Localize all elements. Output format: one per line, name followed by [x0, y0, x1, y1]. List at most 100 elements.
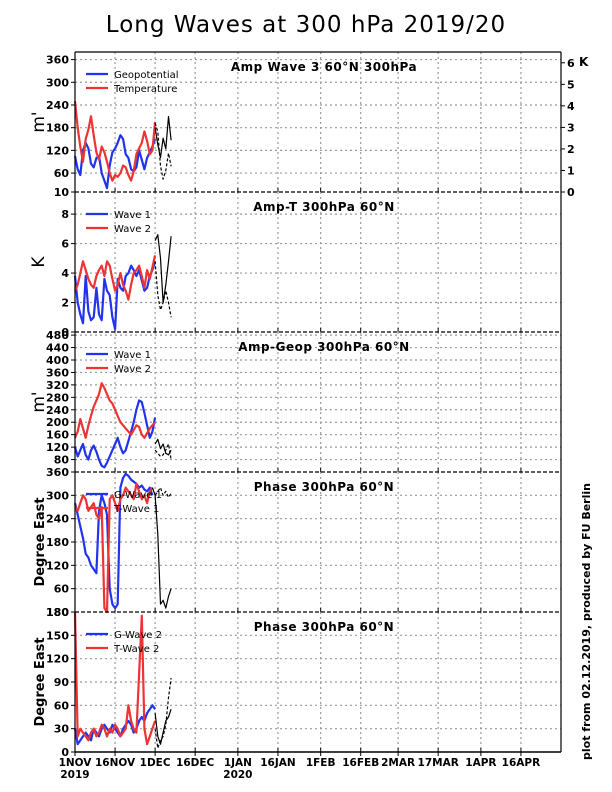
- panel-title: Amp-T 300hPa 60°N: [253, 200, 395, 214]
- y-tick-label: 300: [46, 76, 69, 89]
- y-axis-label: Degree East: [33, 497, 48, 586]
- y-tick-label: 10: [54, 186, 70, 199]
- forecast-solid-line: [151, 487, 172, 609]
- panel-2: 0 2 4 6 8 K Wave 1 Wave 2 Amp-T 300hPa 60°N: [29, 191, 562, 339]
- x-year-label: 2020: [223, 769, 252, 781]
- y-tick-label: 150: [46, 629, 69, 642]
- y-tick-label: 240: [46, 513, 69, 526]
- y-tick-label: 120: [46, 441, 69, 454]
- y-tick-label: 120: [46, 653, 69, 666]
- x-tick-label: 1JAN: [224, 757, 252, 769]
- forecast-dashed-line: [154, 487, 172, 498]
- x-tick-label: 16FEB: [342, 757, 379, 769]
- legend-label: T-Wave 1: [113, 504, 159, 515]
- series-g-wave-1: [73, 472, 154, 610]
- right-y-tick-label: 6: [567, 57, 575, 70]
- forecast-dashed-line: [154, 122, 172, 180]
- y-tick-label: 2: [61, 297, 69, 310]
- y-tick-label: 4: [61, 267, 69, 280]
- legend-label: Geopotential: [114, 70, 179, 81]
- x-tick-label: 1NOV: [59, 757, 93, 769]
- forecast-solid-line: [154, 438, 172, 456]
- x-tick-label: 16APR: [502, 757, 541, 769]
- y-axis-label: Degree East: [33, 637, 48, 726]
- x-tick-label: 17MAR: [418, 757, 459, 769]
- y-tick-label: 240: [46, 404, 69, 417]
- forecast-dashed-line: [154, 443, 172, 460]
- right-y-tick-label: 2: [567, 143, 575, 156]
- y-tick-label: 120: [46, 144, 69, 157]
- y-tick-label: 0: [61, 326, 69, 339]
- legend-label: T-Wave 2: [113, 644, 159, 655]
- x-tick-label: 1APR: [465, 757, 496, 769]
- panel-title: Phase 300hPa 60°N: [254, 620, 394, 634]
- y-tick-label: 360: [46, 54, 69, 67]
- y-tick-label: 180: [46, 606, 69, 619]
- series-t-wave-2: [73, 611, 157, 746]
- x-year-label: 2019: [60, 769, 89, 781]
- y-tick-label: 60: [54, 699, 70, 712]
- right-y-tick-label: 4: [567, 100, 575, 113]
- forecast-solid-line: [154, 115, 172, 159]
- right-y-axis-label: K: [579, 55, 589, 69]
- legend-label: Wave 1: [114, 350, 151, 361]
- panel-1: 10 60 120 180 240 300 360 0 1 2 3 4 5 6 Km' Geopotentia…: [29, 51, 589, 199]
- y-tick-label: 300: [46, 489, 69, 502]
- y-tick-label: 6: [61, 238, 69, 251]
- y-tick-label: 8: [61, 208, 69, 221]
- forecast-solid-line: [154, 709, 172, 745]
- right-y-tick-label: 5: [567, 78, 575, 91]
- y-tick-label: 90: [54, 676, 70, 689]
- x-tick-label: 1FEB: [306, 757, 336, 769]
- x-tick-label: 1DEC: [140, 757, 171, 769]
- legend-label: Wave 2: [114, 224, 151, 235]
- y-tick-label: 60: [54, 583, 70, 596]
- series-wave-2: [73, 255, 157, 301]
- panel-5: 0 30 60 90 120 150 180 Degree East G-Wave 2 T-Wav…: [33, 606, 562, 759]
- y-tick-label: 180: [46, 122, 69, 135]
- y-tick-label: 80: [54, 454, 70, 467]
- right-y-tick-label: 0: [567, 186, 575, 199]
- x-tick-label: 2MAR: [381, 757, 415, 769]
- y-tick-label: 280: [46, 391, 69, 404]
- panel-4: 180 60 120 180 240 300 360 Degree East G-Wave 1 T…: [33, 466, 562, 619]
- y-tick-label: 180: [46, 536, 69, 549]
- right-y-tick-label: 3: [567, 121, 575, 134]
- y-tick-label: 360: [46, 466, 69, 479]
- y-tick-label: 360: [46, 366, 69, 379]
- y-axis-label: m': [29, 391, 49, 412]
- y-tick-label: 440: [46, 342, 69, 355]
- y-tick-label: 120: [46, 559, 69, 572]
- y-tick-label: 480: [46, 329, 69, 342]
- series-t-wave-1: [74, 482, 154, 614]
- chart-main-title: Long Waves at 300 hPa 2019/20: [105, 12, 507, 38]
- y-tick-label: 240: [46, 99, 69, 112]
- y-tick-label: 400: [46, 354, 69, 367]
- panel-title: Amp Wave 3 60°N 300hPa: [231, 60, 417, 74]
- legend-label: Temperature: [113, 84, 177, 95]
- y-tick-label: 0: [61, 746, 69, 759]
- legend-label: G-Wave 2: [114, 630, 162, 641]
- y-axis-label: m': [29, 111, 49, 132]
- x-tick-label: 16NOV: [95, 757, 136, 769]
- y-tick-label: 30: [54, 723, 70, 736]
- x-tick-label: 16JAN: [260, 757, 295, 769]
- series-temperature: [73, 101, 157, 182]
- panel-title: Amp-Geop 300hPa 60°N: [238, 340, 409, 354]
- series-wave-1: [73, 399, 157, 469]
- y-axis-label: K: [29, 256, 49, 268]
- right-y-tick-label: 1: [567, 164, 575, 177]
- legend-label: Wave 2: [114, 364, 151, 375]
- y-tick-label: 180: [46, 606, 69, 619]
- series-wave-2: [73, 382, 156, 439]
- legend-label: Wave 1: [114, 210, 151, 221]
- panel-title: Phase 300hPa 60°N: [254, 480, 394, 494]
- forecast-dashed-line: [154, 678, 172, 749]
- x-tick-label: 16DEC: [176, 757, 215, 769]
- y-tick-label: 160: [46, 429, 69, 442]
- y-tick-label: 200: [46, 416, 69, 429]
- forecast-dashed-line: [154, 261, 172, 318]
- legend-label: G-Wave 1: [114, 490, 162, 501]
